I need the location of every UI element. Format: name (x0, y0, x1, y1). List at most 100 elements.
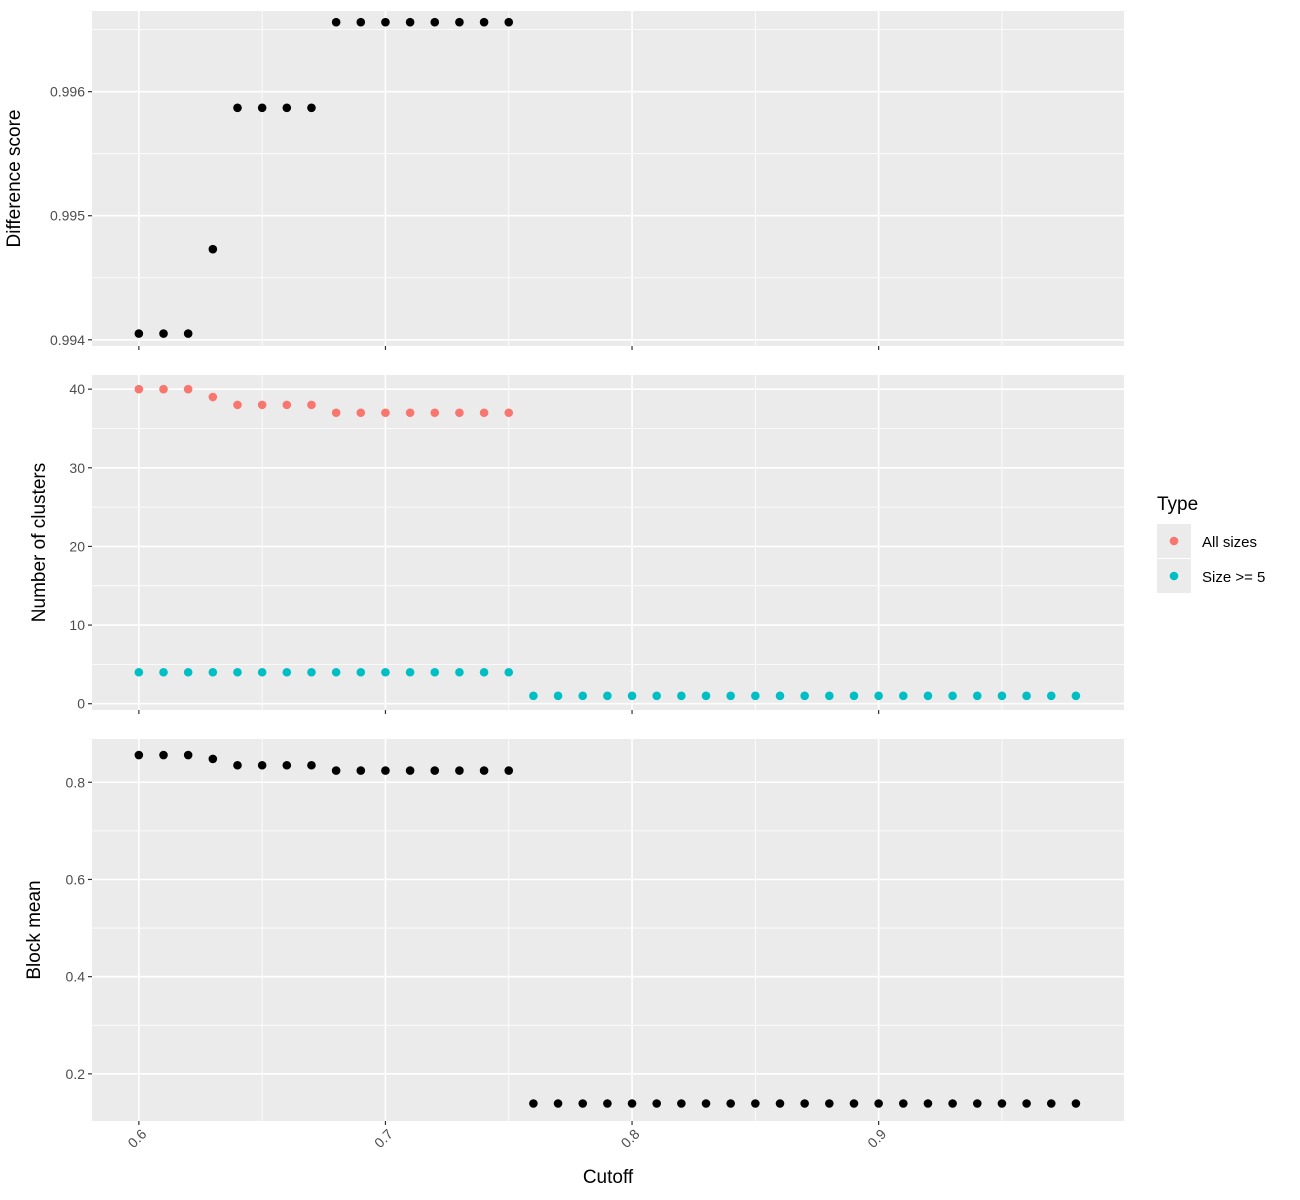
data-point (972, 1099, 982, 1108)
data-point (430, 766, 440, 775)
data-point (972, 691, 982, 701)
data-point (159, 667, 168, 677)
data-point (652, 1099, 662, 1108)
data-point (479, 408, 489, 418)
data-point (159, 329, 168, 338)
data-point (233, 103, 242, 113)
x-tick-label: 0.6 (124, 1126, 149, 1151)
data-point (405, 766, 415, 775)
data-point (233, 400, 242, 410)
data-point (405, 667, 415, 677)
data-point (282, 667, 292, 677)
difference-score-series (134, 17, 514, 338)
data-point (553, 1099, 563, 1108)
data-point (307, 103, 316, 113)
data-point (208, 244, 218, 254)
data-point (504, 408, 514, 418)
data-point (603, 1099, 612, 1108)
data-point (134, 329, 144, 338)
legend-item-label: Size >= 5 (1202, 569, 1265, 586)
data-point (356, 766, 366, 775)
data-point (479, 766, 489, 775)
data-point (356, 17, 366, 27)
data-point (183, 750, 193, 760)
data-point (134, 667, 144, 677)
block-mean-panel: 0.2 0.4 0.6 0.8 Block mean (24, 739, 1124, 1125)
number-of-clusters-panel: 0 10 20 30 40 Number of clusters (29, 375, 1124, 714)
y-axis-title: Block mean (24, 880, 45, 979)
number-of-clusters-panel-background (92, 375, 1124, 710)
y-axis-title: Number of clusters (29, 463, 50, 622)
y-tick-label: 0.4 (66, 969, 86, 985)
data-point (331, 766, 341, 775)
data-point (504, 766, 514, 775)
data-point (1022, 691, 1031, 701)
data-point (603, 691, 612, 701)
legend-key-point (1169, 536, 1179, 546)
data-point (381, 408, 390, 418)
legend-key-point (1169, 571, 1179, 581)
data-point (627, 1099, 637, 1108)
data-point (233, 760, 242, 770)
data-point (307, 667, 316, 677)
data-point (356, 408, 366, 418)
data-point (430, 17, 440, 27)
data-point (948, 1099, 957, 1108)
data-point (529, 1099, 538, 1108)
data-point (800, 1099, 809, 1108)
data-point (208, 392, 218, 402)
data-point (849, 1099, 859, 1108)
y-tick-label: 20 (69, 538, 85, 554)
data-point (751, 1099, 760, 1108)
series-size-5 (134, 667, 1081, 701)
data-point (134, 750, 144, 760)
data-point (381, 17, 390, 27)
data-point (134, 384, 144, 394)
data-point (257, 103, 267, 113)
data-point (282, 400, 292, 410)
data-point (208, 754, 218, 764)
y-tick-label: 30 (69, 460, 85, 476)
data-point (825, 691, 834, 701)
data-point (282, 760, 292, 770)
data-point (726, 691, 735, 701)
data-point (159, 384, 168, 394)
data-point (923, 691, 933, 701)
data-point (381, 667, 390, 677)
y-tick-label: 0.6 (66, 871, 86, 887)
data-point (479, 667, 489, 677)
data-point (183, 384, 193, 394)
data-point (405, 408, 415, 418)
data-point (307, 760, 316, 770)
data-point (1046, 691, 1056, 701)
data-point (874, 1099, 883, 1108)
data-point (257, 400, 267, 410)
data-point (1071, 691, 1081, 701)
data-point (775, 1099, 785, 1108)
data-point (159, 750, 168, 760)
series-all-sizes (134, 384, 514, 418)
data-point (331, 667, 341, 677)
data-point (455, 667, 464, 677)
data-point (208, 667, 218, 677)
x-tick-label: 0.9 (864, 1126, 889, 1151)
data-point (775, 691, 785, 701)
difference-score-panel: 0.994 0.995 0.996 Difference score (4, 11, 1124, 350)
data-point (652, 691, 662, 701)
data-point (997, 1099, 1007, 1108)
data-point (751, 691, 760, 701)
data-point (356, 667, 366, 677)
data-point (331, 408, 341, 418)
data-point (405, 17, 415, 27)
data-point (849, 691, 859, 701)
data-point (307, 400, 316, 410)
block-mean-series (134, 750, 1081, 1108)
data-point (997, 691, 1007, 701)
data-point (479, 17, 489, 27)
data-point (677, 1099, 686, 1108)
block-mean-panel-background (92, 739, 1124, 1121)
data-point (677, 691, 686, 701)
data-point (430, 408, 440, 418)
data-point (948, 691, 957, 701)
